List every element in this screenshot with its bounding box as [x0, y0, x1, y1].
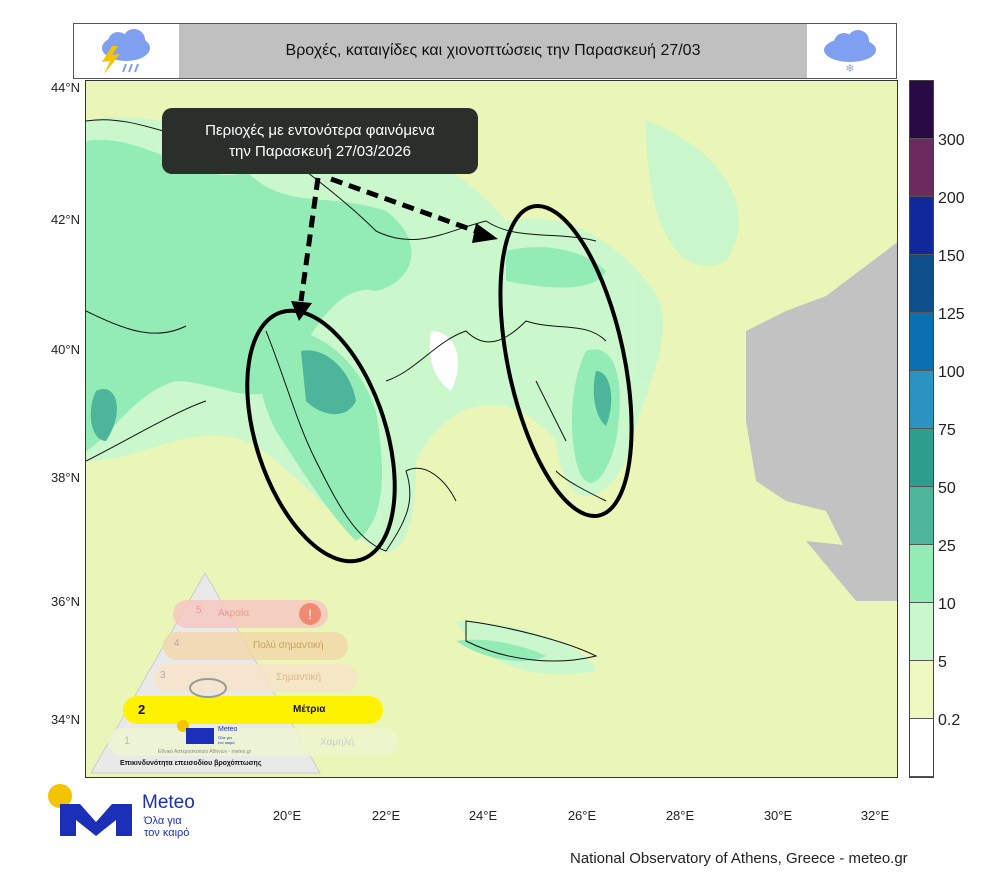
- colorbar-label: 75: [938, 422, 956, 439]
- colorbar-bin: [910, 139, 933, 197]
- header-banner: Βροχές, καταιγίδες και χιονοπτώσεις την …: [73, 23, 897, 79]
- precip-area-50mm: [301, 350, 356, 415]
- risk-logo-tag: Όλα για τον καιρό: [218, 735, 235, 745]
- risk-level-2-label: Μέτρια: [293, 704, 326, 715]
- risk-level-2-number: 2: [138, 702, 146, 717]
- lon-label: 24°E: [468, 808, 498, 823]
- risk-level-5-number: 5: [196, 605, 202, 616]
- colorbar-bin: [910, 487, 933, 545]
- snow-cloud-icon: ❄: [824, 30, 876, 75]
- colorbar-bin: [910, 255, 933, 313]
- risk-level-4-number: 4: [174, 638, 180, 649]
- risk-level-1-label: Χαμηλή: [320, 737, 355, 748]
- lon-label: 28°E: [665, 808, 695, 823]
- colorbar-bin: [910, 313, 933, 371]
- callout-line2: την Παρασκευή 27/03/2026: [229, 143, 411, 160]
- risk-level-1-number: 1: [124, 735, 131, 747]
- lon-label: 22°E: [371, 808, 401, 823]
- rain-cloud-icon: [189, 678, 227, 698]
- svg-text:❄: ❄: [845, 63, 854, 75]
- colorbar-bin: [910, 661, 933, 719]
- highlight-ellipse-west: [245, 308, 397, 564]
- colorbar-label: 200: [938, 190, 965, 207]
- precipitation-map: [85, 80, 898, 778]
- arrow-east: [330, 176, 482, 236]
- colorbar-bin: [910, 429, 933, 487]
- logo-tag2: τον καιρό: [144, 827, 190, 839]
- colorbar: [909, 80, 934, 778]
- logo-name: Meteo: [142, 792, 195, 813]
- lat-label: 34°N: [50, 712, 80, 727]
- colorbar-label: 100: [938, 364, 965, 381]
- colorbar-label: 125: [938, 306, 965, 323]
- highlight-ellipse-east: [498, 203, 634, 519]
- lon-label: 32°E: [860, 808, 890, 823]
- credit-text: National Observatory of Athens, Greece -…: [570, 850, 908, 867]
- lat-label: 42°N: [50, 212, 80, 227]
- svg-text:!: !: [308, 606, 312, 622]
- callout-line1: Περιοχές με εντονότερα φαινόμενα: [205, 122, 435, 139]
- risk-org-line: Εθνικό Αστεροσκοπείο Αθηνών - meteo.gr: [158, 749, 252, 755]
- lat-label: 44°N: [50, 80, 80, 95]
- lon-label: 30°E: [763, 808, 793, 823]
- callout-box: Περιοχές με εντονότερα φαινόμενα την Παρ…: [162, 108, 478, 174]
- colorbar-label: 25: [938, 538, 956, 555]
- no-data-region: [746, 242, 897, 551]
- risk-scale-graphic: ! 5 Ακραία 4 Πολύ σημαντική 3 Σημαντική …: [88, 568, 408, 778]
- colorbar-label: 0.2: [938, 712, 961, 729]
- risk-level-3-number: 3: [160, 670, 166, 681]
- risk-level-3-label: Σημαντική: [276, 672, 322, 683]
- colorbar-bin: [910, 545, 933, 603]
- colorbar-bin: [910, 719, 933, 777]
- colorbar-label: 300: [938, 132, 965, 149]
- map-canvas: [86, 116, 897, 675]
- map-title: Βροχές, καταιγίδες και χιονοπτώσεις την …: [179, 24, 807, 78]
- lat-label: 38°N: [50, 470, 80, 485]
- colorbar-label: 10: [938, 596, 956, 613]
- arrow-west: [298, 177, 321, 302]
- risk-level-4-label: Πολύ σημαντική: [253, 640, 324, 651]
- colorbar-label: 5: [938, 654, 947, 671]
- lon-label: 26°E: [567, 808, 597, 823]
- risk-triangle: !: [90, 571, 398, 774]
- colorbar-bin: [910, 603, 933, 661]
- colorbar-bin: [910, 197, 933, 255]
- thunderstorm-rain-icon: [102, 29, 150, 74]
- lat-label: 36°N: [50, 594, 80, 609]
- risk-caption: Επικινδυνότητα επεισοδίου βροχόπτωσης: [120, 760, 262, 767]
- lat-label: 40°N: [50, 342, 80, 357]
- meteo-logo: Meteo Όλα για τον καιρό: [46, 782, 216, 842]
- coastline: [265, 330, 457, 552]
- meteo-logo-mark: [48, 784, 132, 836]
- logo-tag1: Όλα για: [144, 815, 182, 827]
- colorbar-label: 150: [938, 248, 965, 265]
- risk-level-5-label: Ακραία: [218, 608, 250, 619]
- risk-logo-name: Meteo: [218, 726, 238, 733]
- lon-label: 20°E: [272, 808, 302, 823]
- colorbar-bin: [910, 81, 933, 139]
- colorbar-label: 50: [938, 480, 956, 497]
- precip-area-25mm: [86, 139, 412, 451]
- colorbar-bin: [910, 371, 933, 429]
